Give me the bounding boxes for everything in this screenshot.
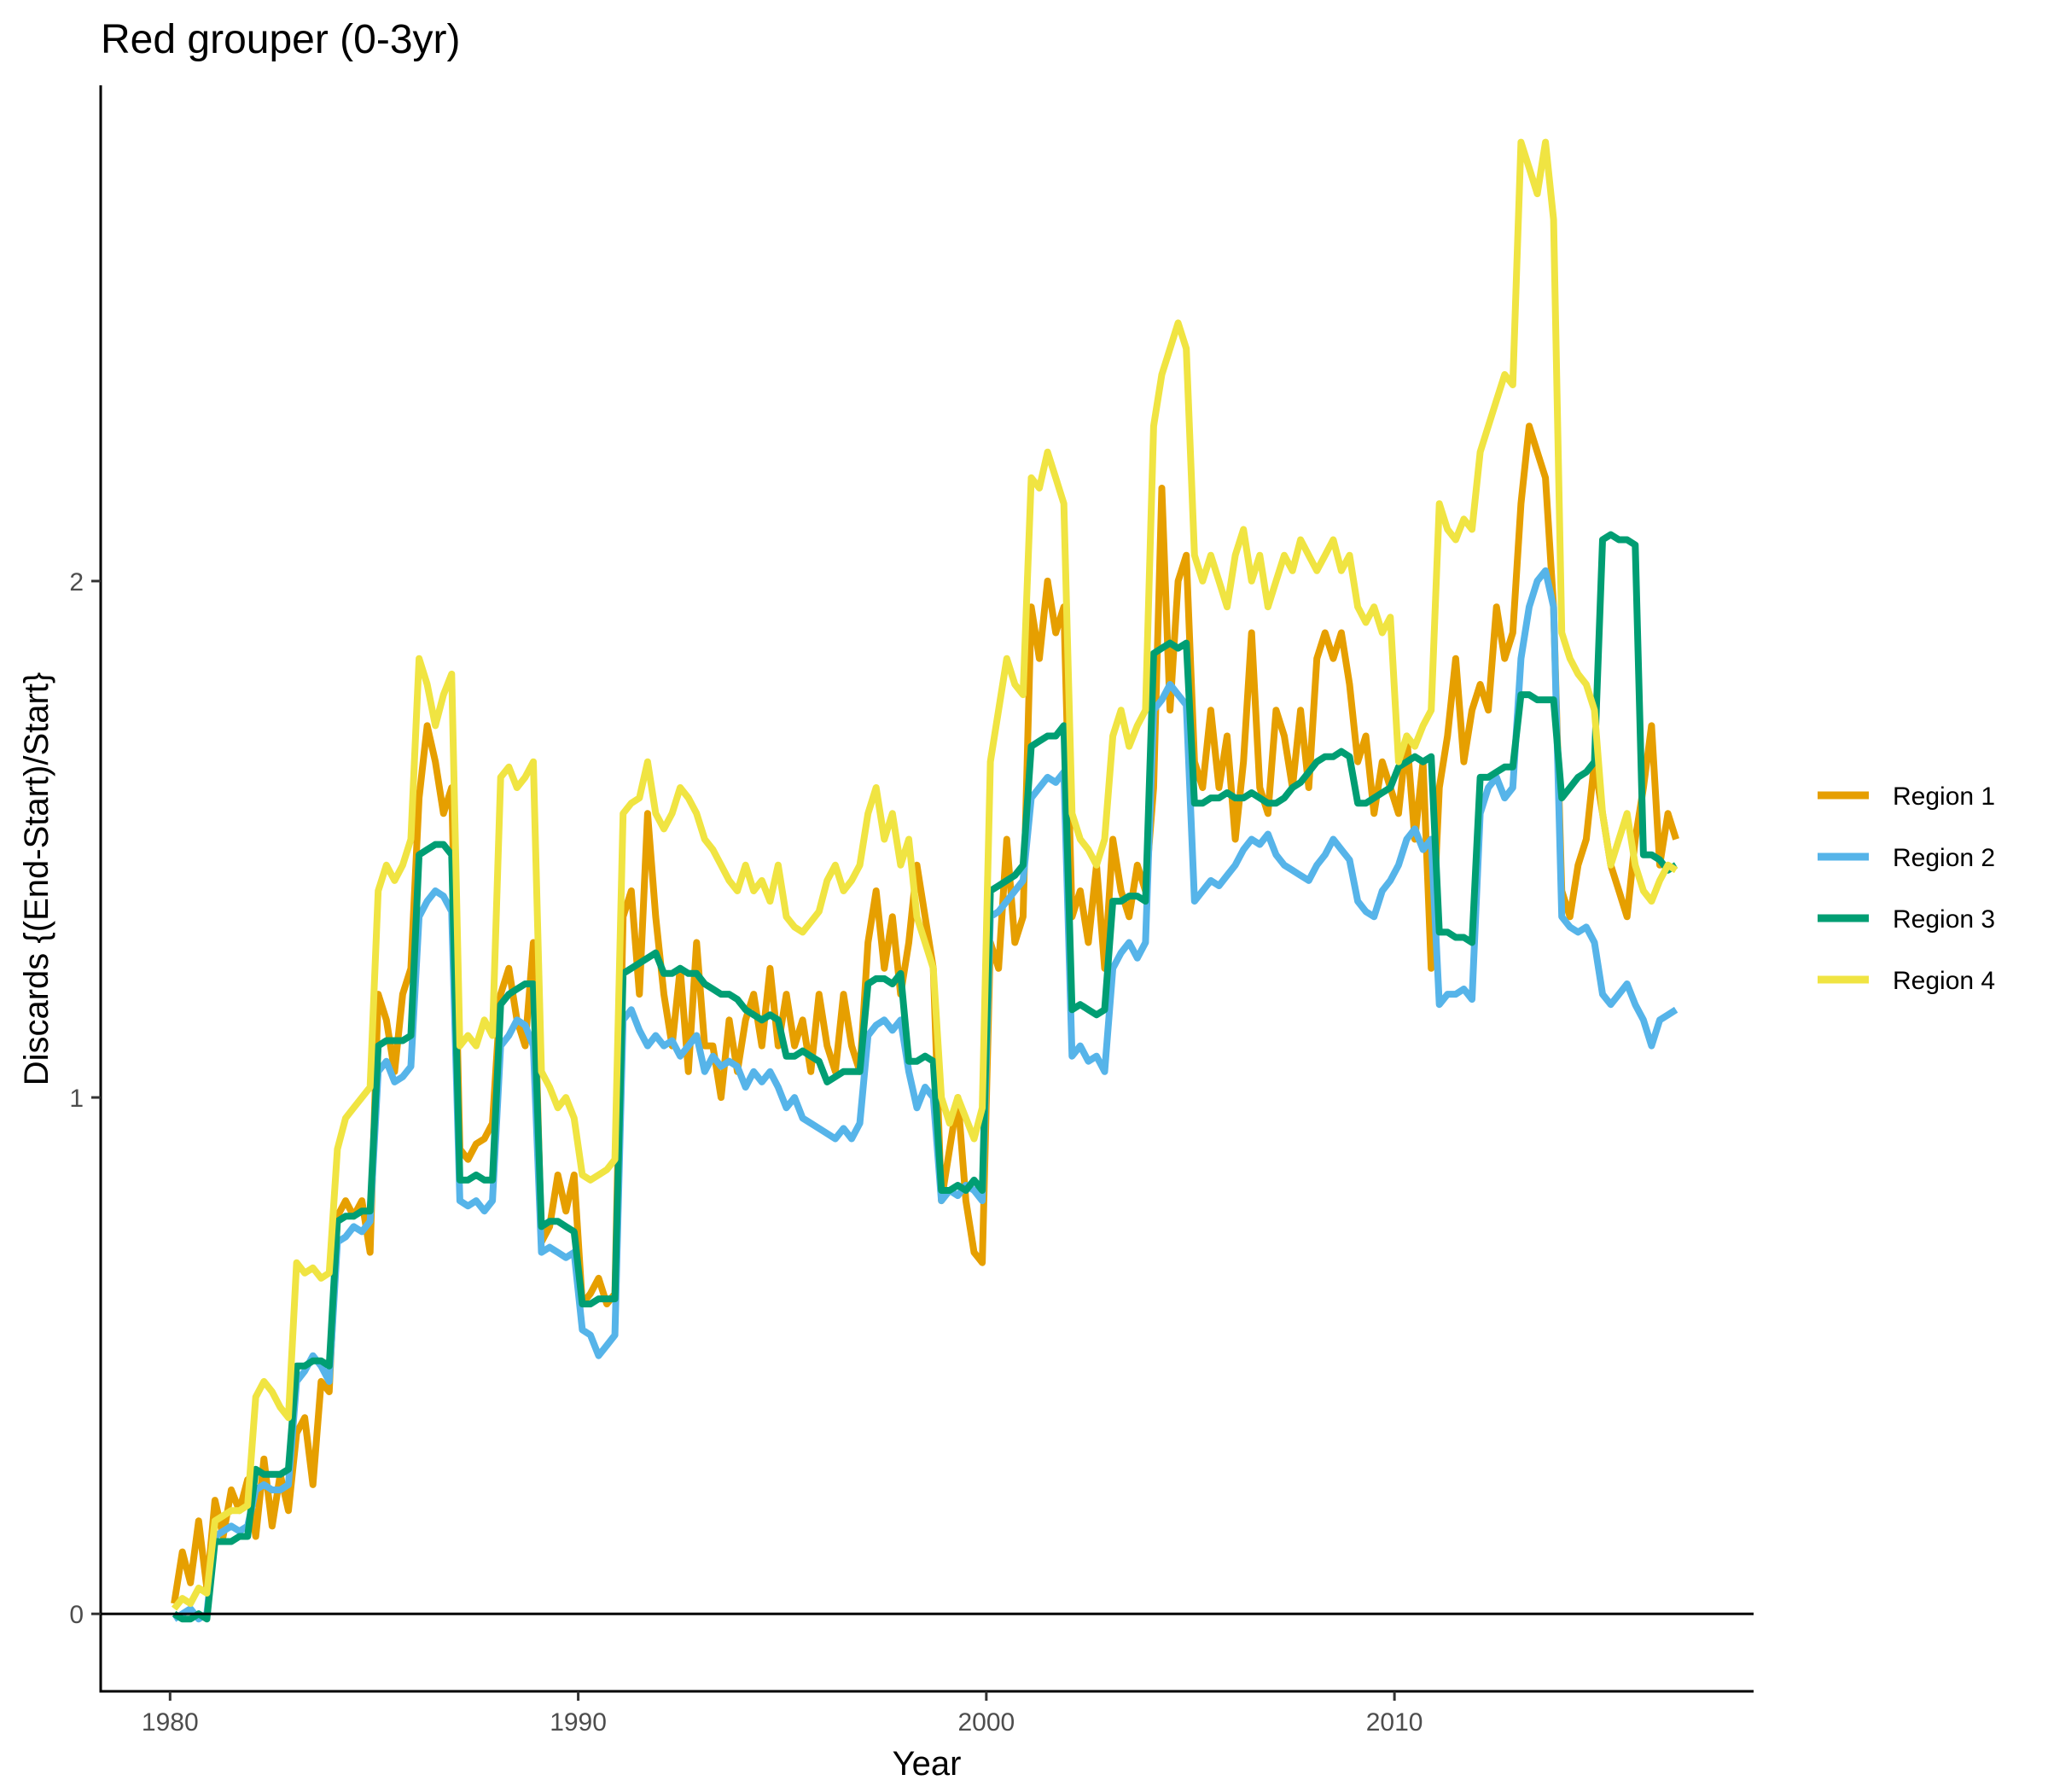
legend: Region 1 Region 2 Region 3 Region 4	[1818, 783, 1995, 995]
series-line-region-2	[172, 567, 1679, 1623]
y-tick-label: 1	[69, 1085, 84, 1113]
x-tick-label: 2010	[1366, 1708, 1423, 1737]
series-line-region-4	[171, 138, 1679, 1611]
x-axis-title: Year	[893, 1745, 962, 1783]
x-tick-label: 1990	[550, 1708, 607, 1737]
series-line-region-1	[171, 422, 1679, 1604]
legend-label-region-2: Region 2	[1893, 844, 1995, 872]
series-lines	[171, 138, 1679, 1623]
y-tick-label: 0	[69, 1601, 84, 1629]
series-line-region-3	[172, 531, 1679, 1623]
legend-label-region-1: Region 1	[1893, 783, 1995, 811]
legend-label-region-3: Region 3	[1893, 905, 1995, 934]
chart-title: Red grouper (0-3yr)	[101, 17, 461, 62]
y-axis-title: Discards {(End-Start)/Start}	[18, 672, 55, 1086]
y-tick-label: 2	[69, 568, 84, 596]
x-tick-label: 2000	[957, 1708, 1015, 1737]
legend-label-region-4: Region 4	[1893, 967, 1995, 995]
x-tick-label: 1980	[142, 1708, 199, 1737]
y-axis-ticks: 0 1 2	[69, 568, 101, 1629]
x-axis-ticks: 1980 1990 2000 2010	[142, 1691, 1423, 1737]
